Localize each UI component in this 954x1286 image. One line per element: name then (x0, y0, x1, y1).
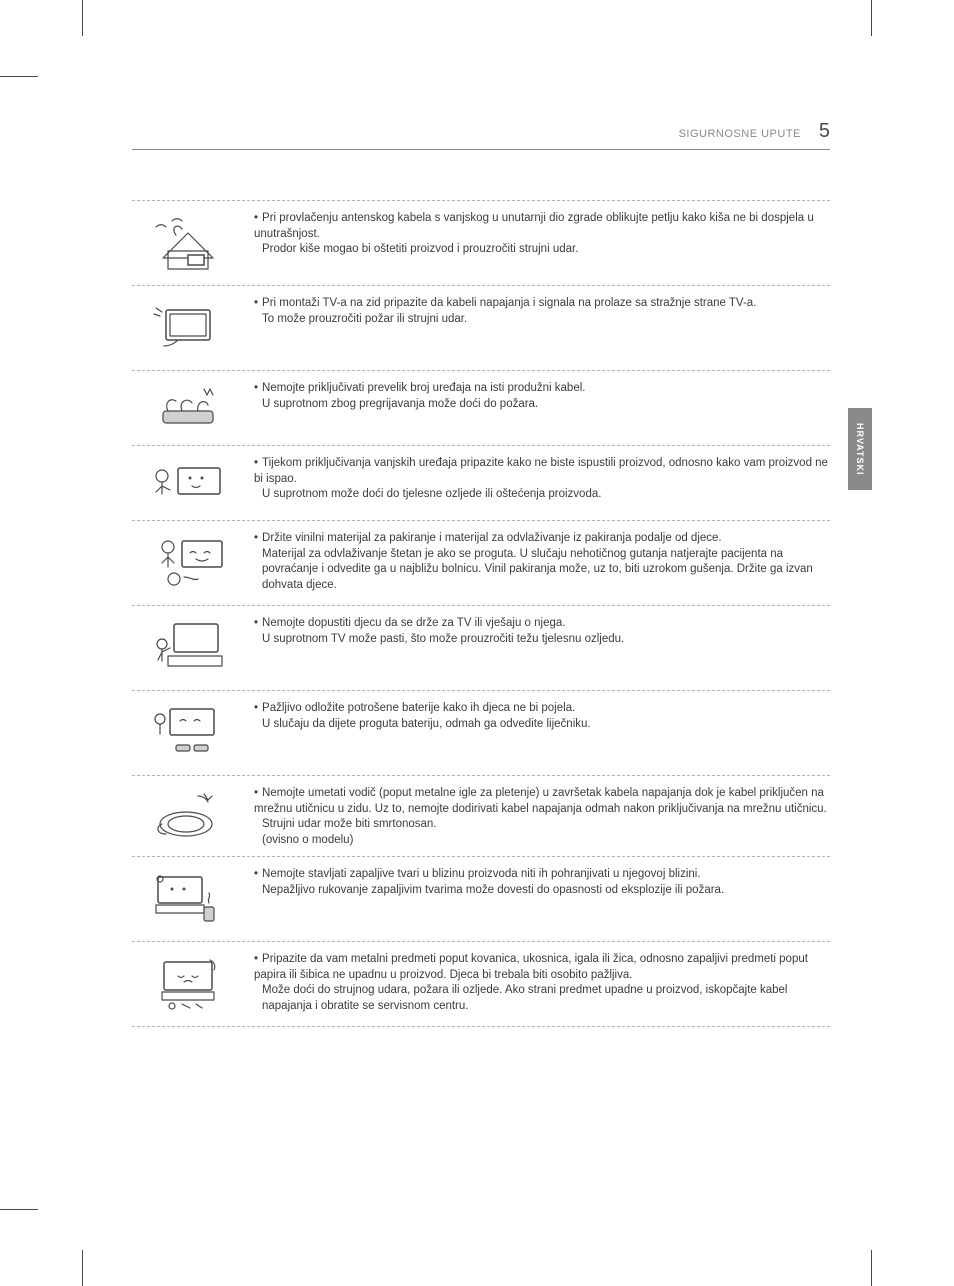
illustration-icon (132, 784, 244, 847)
illustration-icon (132, 699, 244, 767)
instruction-line: U slučaju da dijete proguta bateriju, od… (254, 717, 830, 733)
language-tab-label: HRVATSKI (855, 423, 865, 476)
instruction-line: Materijal za odvlaživanje štetan je ako … (254, 547, 830, 594)
crop-mark (0, 1209, 38, 1210)
illustration-icon (132, 209, 244, 277)
crop-mark (871, 1250, 872, 1286)
instruction-line: Pažljivo odložite potrošene baterije kak… (254, 701, 830, 717)
instruction-line: Prodor kiše mogao bi oštetiti proizvod i… (254, 242, 830, 258)
page-content: SIGURNOSNE UPUTE 5 Pri provlačenju anten… (132, 120, 830, 1027)
instruction-list: Pri provlačenju antenskog kabela s vanjs… (132, 200, 830, 1027)
instruction-line: U suprotnom može doći do tjelesne ozljed… (254, 487, 830, 503)
crop-mark (0, 76, 38, 77)
illustration-icon (132, 529, 244, 597)
illustration-icon (132, 614, 244, 682)
instruction-line: Nemojte priključivati prevelik broj uređ… (254, 381, 830, 397)
instruction-text: Pri montaži TV-a na zid pripazite da kab… (244, 294, 830, 327)
instruction-text: Nemojte stavljati zapaljive tvari u bliz… (244, 865, 830, 898)
illustration-icon (132, 294, 244, 362)
instruction-row: Pri montaži TV-a na zid pripazite da kab… (132, 285, 830, 370)
instruction-line: Tijekom priključivanja vanjskih uređaja … (254, 456, 830, 487)
page-header: SIGURNOSNE UPUTE 5 (132, 120, 830, 150)
instruction-row: Nemojte priključivati prevelik broj uređ… (132, 370, 830, 445)
instruction-row: Pripazite da vam metalni predmeti poput … (132, 941, 830, 1027)
crop-mark (82, 1250, 83, 1286)
illustration-icon (132, 950, 244, 1018)
crop-mark (82, 0, 83, 36)
instruction-line: Pri provlačenju antenskog kabela s vanjs… (254, 211, 830, 242)
language-tab: HRVATSKI (848, 408, 872, 490)
instruction-row: Pažljivo odložite potrošene baterije kak… (132, 690, 830, 775)
instruction-text: Pri provlačenju antenskog kabela s vanjs… (244, 209, 830, 258)
instruction-text: Tijekom priključivanja vanjskih uređaja … (244, 454, 830, 503)
illustration-icon (132, 379, 244, 437)
instruction-text: Nemojte umetati vodič (poput metalne igl… (244, 784, 830, 848)
instruction-line: Držite vinilni materijal za pakiranje i … (254, 531, 830, 547)
instruction-line: Nepažljivo rukovanje zapaljivim tvarima … (254, 883, 830, 899)
instruction-row: Tijekom priključivanja vanjskih uređaja … (132, 445, 830, 520)
instruction-line: Nemojte umetati vodič (poput metalne igl… (254, 786, 830, 817)
instruction-text: Držite vinilni materijal za pakiranje i … (244, 529, 830, 593)
instruction-text: Nemojte priključivati prevelik broj uređ… (244, 379, 830, 412)
instruction-line: Nemojte dopustiti djecu da se drže za TV… (254, 616, 830, 632)
section-title: SIGURNOSNE UPUTE (679, 128, 801, 140)
instruction-line: Pripazite da vam metalni predmeti poput … (254, 952, 830, 983)
crop-mark (871, 0, 872, 36)
instruction-line: Pri montaži TV-a na zid pripazite da kab… (254, 296, 830, 312)
page-number: 5 (819, 120, 830, 143)
instruction-row: Nemojte dopustiti djecu da se drže za TV… (132, 605, 830, 690)
instruction-row: Držite vinilni materijal za pakiranje i … (132, 520, 830, 605)
instruction-line: To može prouzročiti požar ili strujni ud… (254, 312, 830, 328)
instruction-line: (ovisno o modelu) (254, 833, 830, 849)
instruction-line: U suprotnom zbog pregrijavanja može doći… (254, 397, 830, 413)
instruction-line: U suprotnom TV može pasti, što može prou… (254, 632, 830, 648)
instruction-row: Nemojte stavljati zapaljive tvari u bliz… (132, 856, 830, 941)
instruction-text: Nemojte dopustiti djecu da se drže za TV… (244, 614, 830, 647)
instruction-line: Strujni udar može biti smrtonosan. (254, 817, 830, 833)
illustration-icon (132, 454, 244, 512)
instruction-row: Pri provlačenju antenskog kabela s vanjs… (132, 200, 830, 285)
instruction-row: Nemojte umetati vodič (poput metalne igl… (132, 775, 830, 856)
instruction-line: Može doći do strujnog udara, požara ili … (254, 983, 830, 1014)
illustration-icon (132, 865, 244, 933)
instruction-line: Nemojte stavljati zapaljive tvari u bliz… (254, 867, 830, 883)
instruction-text: Pripazite da vam metalni predmeti poput … (244, 950, 830, 1014)
instruction-text: Pažljivo odložite potrošene baterije kak… (244, 699, 830, 732)
